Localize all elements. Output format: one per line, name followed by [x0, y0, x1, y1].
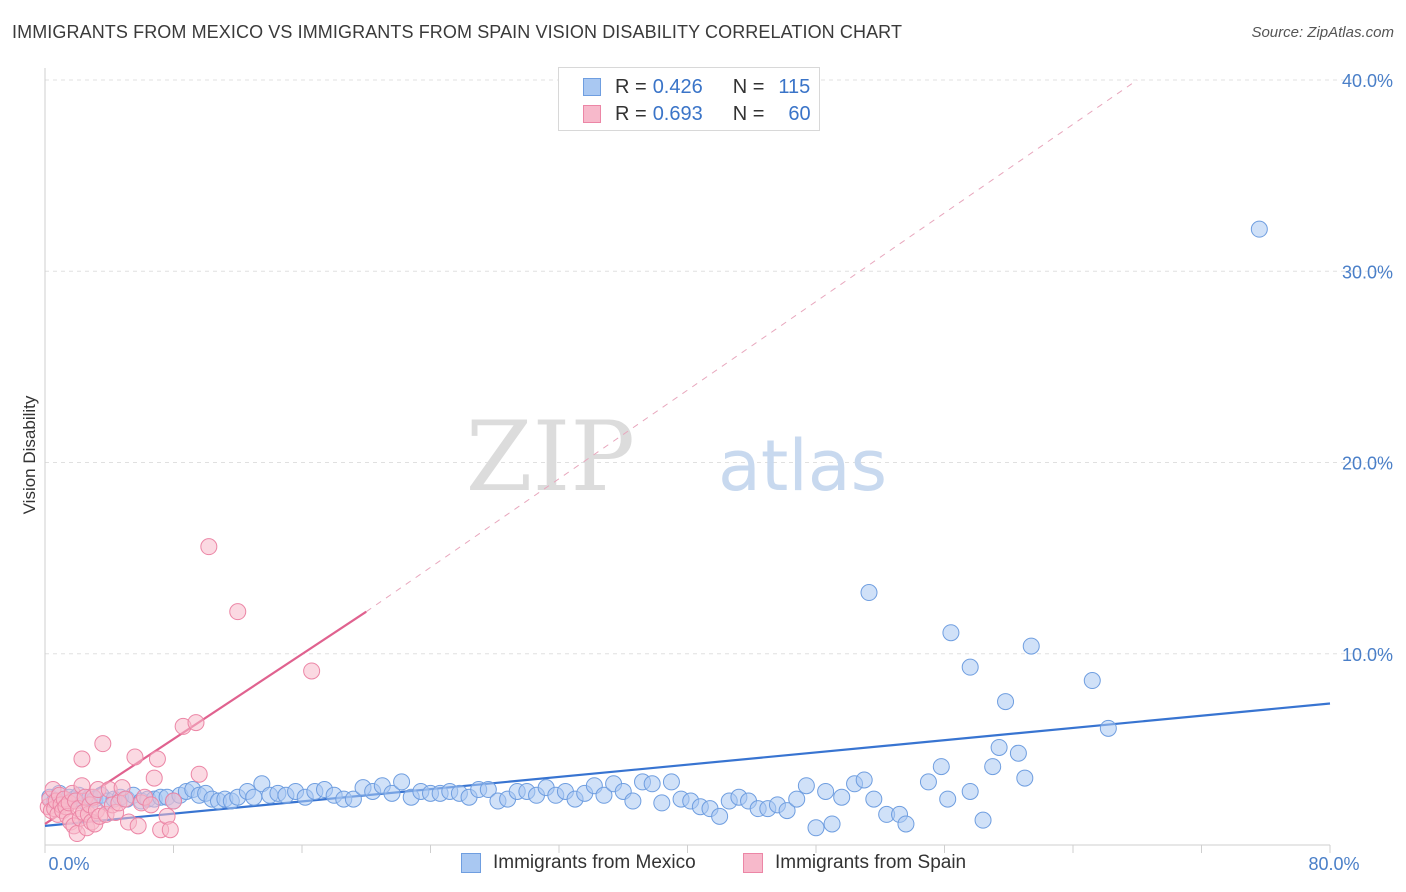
- n-label: N =: [732, 75, 765, 98]
- series-label-mexico: Immigrants from Mexico: [493, 852, 696, 873]
- data-point: [778, 802, 796, 820]
- data-point: [788, 790, 806, 808]
- data-point: [344, 790, 362, 808]
- data-point: [984, 758, 1002, 776]
- data-point: [823, 815, 841, 833]
- series-swatch-spain: [743, 853, 763, 873]
- watermark-zip: ZIP: [466, 401, 635, 513]
- r-label: R =: [615, 75, 647, 98]
- data-point: [190, 765, 208, 783]
- x-tick-label: 0.0%: [48, 854, 89, 874]
- data-point: [145, 769, 163, 787]
- legend-swatch-spain: [583, 105, 601, 123]
- data-point: [1016, 769, 1034, 787]
- x-tick-label: 80.0%: [1308, 854, 1359, 874]
- data-point: [73, 750, 91, 768]
- data-point: [479, 781, 497, 799]
- y-tick-label: 10.0%: [1342, 645, 1393, 665]
- data-point: [1250, 220, 1268, 238]
- data-point: [383, 784, 401, 802]
- series-legend: Immigrants from Mexico Immigrants from S…: [0, 852, 1406, 878]
- chart-source: Source: ZipAtlas.com: [1251, 24, 1394, 41]
- data-point: [807, 819, 825, 837]
- series-legend-spain[interactable]: Immigrants from Spain: [743, 852, 966, 874]
- data-point: [711, 807, 729, 825]
- data-point: [833, 788, 851, 806]
- data-point: [1083, 672, 1101, 690]
- r-label: R =: [615, 102, 647, 125]
- data-point: [974, 811, 992, 829]
- data-point: [142, 796, 160, 814]
- data-point: [990, 738, 1008, 756]
- data-point: [116, 790, 134, 808]
- trendline-extended-1: [365, 79, 1138, 613]
- data-point: [942, 624, 960, 642]
- y-tick-label: 20.0%: [1342, 454, 1393, 474]
- data-point: [961, 782, 979, 800]
- data-point: [797, 777, 815, 795]
- data-point: [643, 775, 661, 793]
- data-point: [860, 584, 878, 602]
- gridlines: [45, 79, 1392, 655]
- data-point: [303, 662, 321, 680]
- data-point: [897, 815, 915, 833]
- data-point: [865, 790, 883, 808]
- n-label: N =: [732, 102, 765, 125]
- data-point: [961, 658, 979, 676]
- y-axis-label: Vision Disability: [20, 395, 39, 514]
- data-point: [200, 538, 218, 556]
- chart-title: IMMIGRANTS FROM MEXICO VS IMMIGRANTS FRO…: [12, 22, 903, 42]
- data-point: [126, 748, 144, 766]
- series-swatch-mexico: [461, 853, 481, 873]
- data-point: [653, 794, 671, 812]
- tick-labels: 10.0% 20.0% 30.0% 40.0% 0.0% 80.0%: [48, 71, 1393, 874]
- series-0-points: [41, 220, 1268, 837]
- data-point: [817, 782, 835, 800]
- n-value-spain: 60: [788, 102, 811, 125]
- r-value-spain: 0.693: [652, 102, 703, 125]
- data-point: [161, 821, 179, 839]
- data-points: [39, 220, 1268, 843]
- data-point: [187, 714, 205, 732]
- r-value-mexico: 0.426: [652, 75, 703, 98]
- data-point: [997, 693, 1015, 711]
- data-point: [662, 773, 680, 791]
- series-label-spain: Immigrants from Spain: [775, 852, 967, 873]
- legend-swatch-mexico: [583, 78, 601, 96]
- data-point: [1009, 744, 1027, 762]
- series-1-points: [39, 538, 321, 843]
- n-value-mexico: 115: [778, 75, 811, 98]
- y-tick-label: 40.0%: [1342, 71, 1393, 91]
- stats-legend: R = 0.426 N = 115 R = 0.693 N = 60: [558, 67, 820, 131]
- data-point: [932, 758, 950, 776]
- data-point: [148, 750, 166, 768]
- trendline-0: [44, 702, 1331, 827]
- axes: [44, 68, 1331, 853]
- data-point: [229, 603, 247, 621]
- data-point: [595, 786, 613, 804]
- data-point: [939, 790, 957, 808]
- trendlines: [44, 79, 1331, 827]
- watermark-atlas: atlas: [718, 425, 887, 507]
- series-legend-mexico[interactable]: Immigrants from Mexico: [461, 852, 696, 874]
- data-point: [1022, 637, 1040, 655]
- legend-row-spain: R = 0.693 N = 60: [583, 102, 811, 126]
- data-point: [855, 771, 873, 789]
- data-point: [624, 792, 642, 810]
- data-point: [919, 773, 937, 791]
- data-point: [94, 735, 112, 753]
- y-tick-label: 30.0%: [1342, 262, 1393, 282]
- data-point: [393, 773, 411, 791]
- data-point: [129, 817, 147, 835]
- data-point: [1099, 719, 1117, 737]
- data-point: [165, 792, 182, 810]
- legend-row-mexico: R = 0.426 N = 115: [583, 75, 810, 99]
